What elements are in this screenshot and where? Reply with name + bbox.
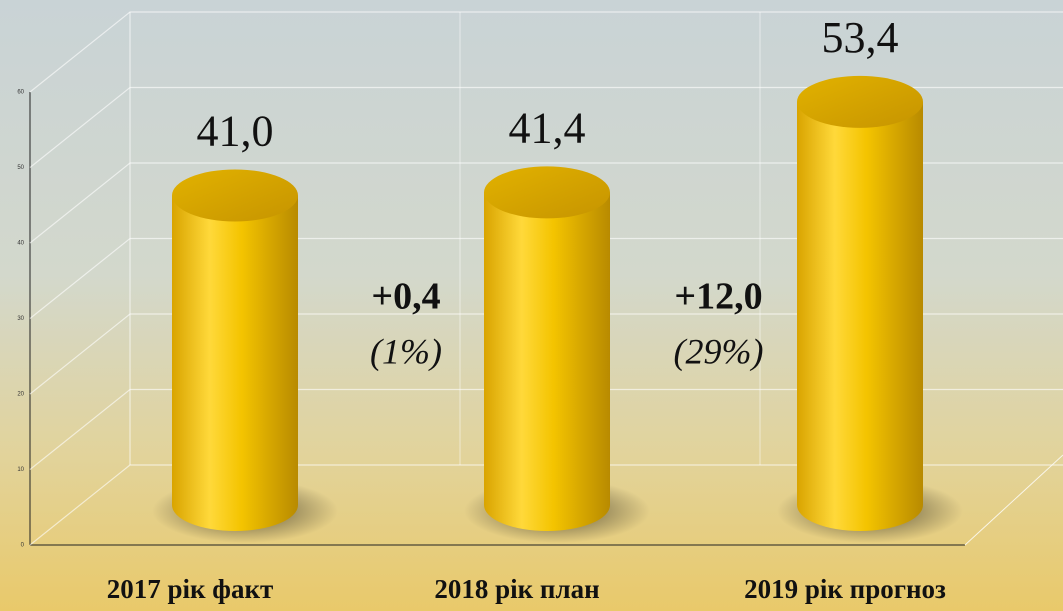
y-tick-label: 60: [17, 90, 24, 96]
y-tick-label: 30: [17, 316, 24, 322]
grid-line: [29, 11, 1063, 93]
y-tick-label: 40: [17, 241, 24, 247]
value-label: 41,0: [197, 107, 274, 156]
grid: 0 10 20 30 40 50 60: [17, 11, 1063, 549]
grid-line: [29, 388, 1063, 470]
bar-top: [484, 166, 610, 219]
y-tick-label: 10: [17, 467, 24, 473]
grid-line: [29, 464, 1063, 546]
bar-top: [797, 75, 923, 128]
value-label: 41,4: [509, 104, 586, 153]
y-tick-label: 20: [17, 392, 24, 398]
y-tick-label: 50: [17, 165, 24, 171]
change-label: +0,4: [371, 276, 440, 318]
plot: 41,0 2017 рік факт 41,4 2018 рік план 53,4 20…: [107, 13, 963, 604]
value-label: 53,4: [822, 13, 899, 62]
percent-label: (29%): [674, 331, 764, 371]
grid-line: [29, 237, 1063, 319]
bar: [172, 195, 298, 531]
grid-line: [29, 162, 1063, 244]
floor-right: [964, 454, 1063, 546]
bar-top: [172, 169, 298, 222]
bar: [484, 192, 610, 531]
percent-label: (1%): [370, 331, 442, 371]
x-tick-label: 2019 рік прогноз: [744, 574, 946, 604]
grid-line: [29, 86, 1063, 168]
change-label: +12,0: [674, 276, 762, 318]
bar: [797, 101, 923, 531]
grid-line: [29, 313, 1063, 395]
y-tick-label: 0: [21, 543, 25, 549]
x-tick-label: 2018 рік план: [434, 574, 599, 604]
x-tick-label: 2017 рік факт: [107, 574, 274, 604]
